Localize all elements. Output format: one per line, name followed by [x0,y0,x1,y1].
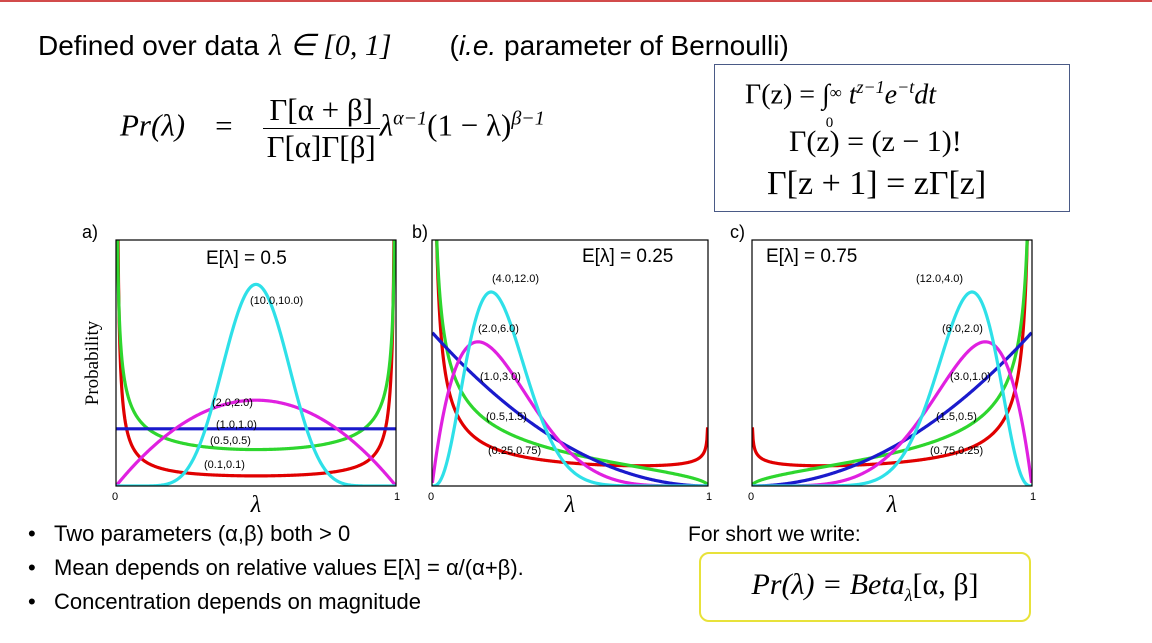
series-label: (0.5,1.5) [486,411,527,423]
header-note: (i.e. parameter of Bernoulli) [449,30,789,61]
formula-fraction: Γ[α + β] Γ[α]Γ[β] [262,92,380,165]
plot-frame [751,239,1033,487]
expectation-label: E[λ] = 0.25 [582,246,673,267]
series-label: (0.25,0.75) [488,445,541,457]
gamma-integral: Γ(z) = ∫ ∞ 0 tz−1e−tdt [745,77,937,132]
plot-frame [115,239,397,487]
formula-equals: = [215,107,233,143]
gamma-recurrence: Γ[z + 1] = zΓ[z] [767,165,987,202]
x-axis-label: λ [886,492,897,512]
expectation-label: E[λ] = 0.5 [206,248,287,269]
series-label: (1.0,3.0) [480,371,521,383]
panel-b-label: b) [412,222,429,242]
plot-frame [431,239,709,487]
formula-one-minus: (1 − λ) [427,107,512,143]
bullet-2: • Mean depends on relative values E[λ] = … [28,555,524,580]
panel-a-label: a) [82,222,99,242]
series-line [432,290,708,486]
series-label: (1.5,0.5) [936,411,977,423]
series-label: (1.0,1.0) [216,419,257,431]
series-line [752,331,1032,486]
series-line [116,240,396,478]
expectation-label: E[λ] = 0.75 [766,246,857,267]
series-label: (0.75,0.25) [930,445,983,457]
series-label: (10.0,10.0) [250,295,303,307]
chart-b: (0.25,0.75) (0.5,1.5) (1.0,3.0) (2.0,6.0) (4… [428,239,712,512]
series-line [116,398,396,486]
header-text: Defined over data [38,30,260,61]
gamma-function-box: Γ(z) = ∫ ∞ 0 tz−1e−tdt Γ(z) = (z − 1)! Γ[z… [714,64,1070,212]
panel-a: a) (0.1,0.1) (0.5,0.5) (1.0,1.0) (2.0,2.0)(… [82,222,412,512]
formula-numerator: Γ[α + β] [262,92,380,129]
header-domain: λ ∈ [0, 1] [269,29,392,62]
series-label: (2.0,2.0) [212,397,253,409]
x-tick-label: 1 [1030,491,1036,503]
series-label: (2.0,6.0) [478,323,519,335]
formula-exp2: β−1 [511,107,545,130]
x-tick-label: 1 [394,491,400,503]
x-axis-label: λ [250,492,261,512]
bullet-1: • Two parameters (α,β) both > 0 [28,521,351,546]
panel-c: c) (0.75,0.25) (1.5,0.5) (3.0,1.0) (6.0,2.0… [730,222,1050,512]
short-label: For short we write: [688,523,861,546]
series-line [435,240,708,468]
x-tick-label: 0 [748,491,754,503]
x-tick-label: 0 [428,491,434,503]
series-label: (6.0,2.0) [942,323,983,335]
header-line: Defined over data λ ∈ [0, 1] (i.e. paramet… [38,28,789,63]
series-line [116,282,396,486]
x-axis-label: λ [564,492,575,512]
series-label: (0.5,0.5) [210,435,251,447]
panel-b: b) (0.25,0.75) (0.5,1.5) (1.0,3.0) (2.0,6.0… [412,222,732,512]
panel-c-label: c) [730,222,745,242]
series-label: (12.0,4.0) [916,273,963,285]
series-line [432,331,708,486]
y-axis-label: Probability [82,320,103,405]
series-line [752,290,1032,486]
x-tick-label: 0 [112,491,118,503]
formula-lambda: λ [379,107,394,143]
series-label: (3.0,1.0) [950,371,991,383]
formula-lhs: Pr(λ) [120,107,186,143]
series-line [752,240,1029,468]
top-rule [0,0,1152,2]
formula-exp1: α−1 [393,107,428,130]
chart-c: (0.75,0.25) (1.5,0.5) (3.0,1.0) (6.0,2.0) (1… [748,239,1036,512]
beta-pdf-formula: Pr(λ) = Γ[α + β] Γ[α]Γ[β] λα−1(1 − λ)β−1 [120,92,545,165]
formula-denominator: Γ[α]Γ[β] [266,129,376,164]
beta-notation: Pr(λ) = Betaλ[α, β] [751,568,979,605]
chart-a: (0.1,0.1) (0.5,0.5) (1.0,1.0) (2.0,2.0) (10.… [82,239,400,512]
series-label: (0.1,0.1) [204,459,245,471]
beta-notation-box: Pr(λ) = Betaλ[α, β] [699,552,1031,622]
x-tick-label: 1 [706,491,712,503]
series-label: (4.0,12.0) [492,273,539,285]
bullet-3: • Concentration depends on magnitude [28,589,421,614]
gamma-factorial: Γ(z) = (z − 1)! [789,125,962,158]
